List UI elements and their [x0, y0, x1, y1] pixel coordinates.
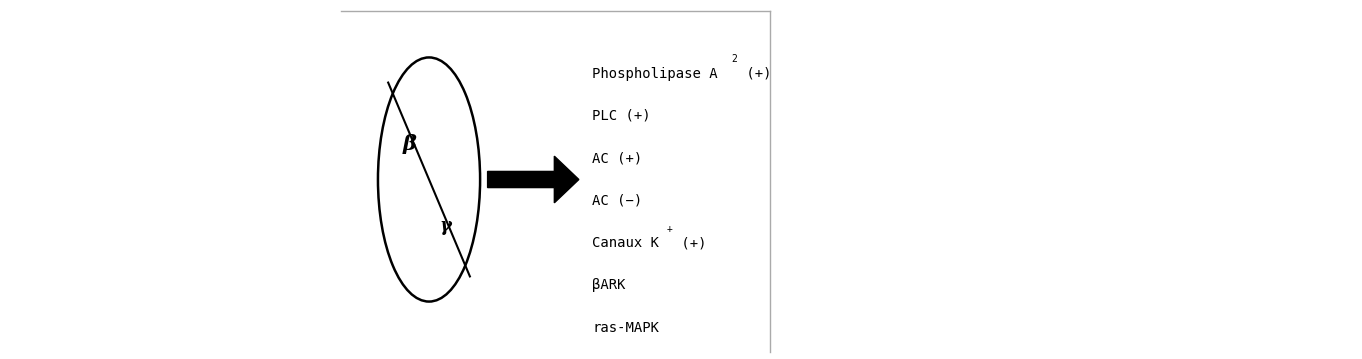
Text: AC (−): AC (−) [592, 194, 643, 208]
Text: ras-MAPK: ras-MAPK [592, 321, 659, 335]
Text: (+): (+) [673, 236, 707, 250]
Text: β: β [403, 134, 417, 154]
FancyArrow shape [488, 156, 579, 203]
Text: Canaux K: Canaux K [592, 236, 659, 250]
Text: 2: 2 [731, 54, 737, 64]
Text: +: + [666, 224, 673, 234]
Ellipse shape [377, 57, 479, 302]
Text: Phospholipase A: Phospholipase A [592, 67, 718, 80]
Text: βARK: βARK [592, 279, 627, 292]
Text: AC (+): AC (+) [592, 151, 643, 165]
Text: γ: γ [440, 217, 451, 235]
Text: PLC (+): PLC (+) [592, 109, 651, 123]
Text: (+): (+) [738, 67, 772, 80]
